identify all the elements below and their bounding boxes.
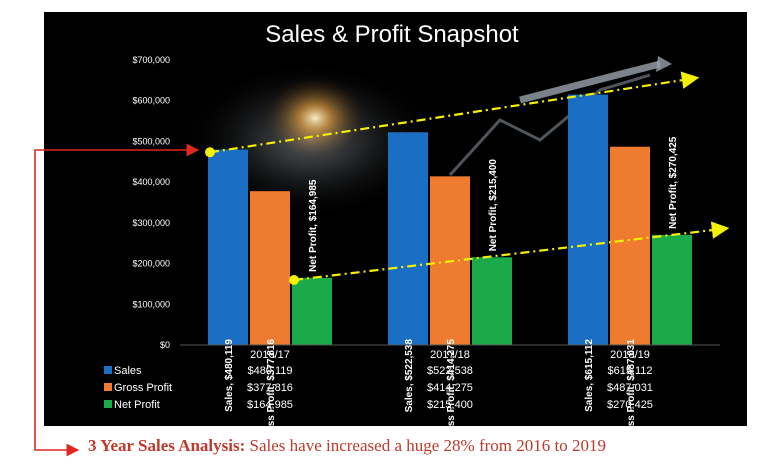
legend-swatch [104,400,112,408]
bar-net-profit [652,234,692,345]
table-cell: $270,425 [607,399,653,411]
x-tick-label: 2018/19 [610,349,650,361]
data-label: Sales, $615,112 [584,339,595,412]
table-cell: $164,985 [247,399,293,411]
x-tick-label: 2016/17 [250,349,290,361]
legend-label: Sales [114,365,142,377]
legend-swatch [104,366,112,374]
table-cell: $414,275 [427,382,473,394]
data-label: Gross Profit, $414,275 [446,339,457,444]
bar-gross-profit [610,146,650,345]
table-cell: $615,112 [607,365,652,377]
x-tick-label: 2017/18 [430,349,470,361]
annotation-arrow-to-caption [34,443,80,457]
data-label: Sales, $480,119 [224,339,235,412]
chart-title: Sales & Profit Snapshot [265,21,519,48]
bar-gross-profit [250,191,290,345]
y-axis: $0 $100,000 $200,000 $300,000 $400,000 $500,0… [132,55,170,350]
bars: Sales, $480,119 Gross Profit, $377,816 Net… [208,94,692,444]
y-tick-label: $100,000 [132,299,170,309]
y-tick-label: $0 [160,340,170,350]
trendline [293,221,730,282]
data-label: Sales, $522,538 [404,339,415,413]
y-tick-label: $500,000 [132,136,170,146]
bar-sales [388,132,428,345]
trendline [209,71,700,154]
annotation-arrow-to-chart [34,143,200,444]
y-tick-label: $200,000 [132,259,170,269]
bar-sales [568,94,608,345]
trendlines [205,71,730,285]
table-cell: $377,816 [247,382,293,394]
trendline-start-marker [289,274,299,285]
legend-label: Net Profit [114,399,160,411]
table-cell: $480,119 [247,365,292,377]
data-label: Net Profit, $270,425 [668,136,679,229]
data-label: Gross Profit, $377,816 [266,339,277,444]
data-label: Net Profit, $164,985 [308,179,319,272]
legend-label: Gross Profit [114,382,172,394]
table-cell: $215,400 [427,399,473,411]
y-tick-label: $700,000 [132,55,170,65]
table-cell: $522,538 [427,365,473,377]
y-tick-label: $300,000 [132,218,170,228]
y-tick-label: $400,000 [132,177,170,187]
legend-swatch [104,383,112,391]
data-label: Net Profit, $215,400 [488,159,499,252]
bar-net-profit [472,257,512,345]
trendline-start-marker [205,147,215,158]
bar-net-profit [292,277,332,345]
bar-sales [208,149,248,345]
caption-text: Sales have increased a huge 28% from 201… [245,436,606,455]
data-table: Sales $480,119 $522,538 $615,112 Gross Profi… [104,365,653,411]
data-label: Gross Profit, $487,031 [626,339,637,444]
x-axis: 2016/17 2017/18 2018/19 [180,344,720,361]
table-cell: $487,031 [607,382,653,394]
analysis-caption: 3 Year Sales Analysis: Sales have increa… [88,436,748,456]
caption-heading: 3 Year Sales Analysis: [88,436,246,455]
y-tick-label: $600,000 [132,96,170,106]
